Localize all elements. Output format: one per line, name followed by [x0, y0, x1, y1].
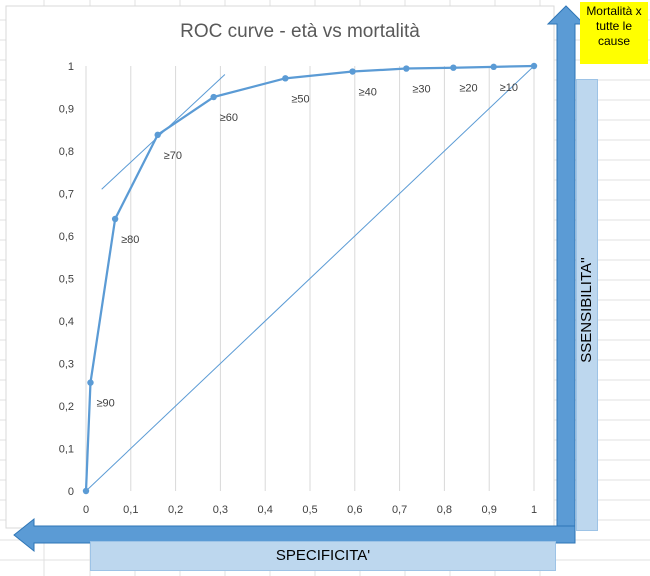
chart-area — [5, 5, 555, 529]
roc-point-label: ≥60 — [220, 112, 238, 124]
x-tick-label: 0,1 — [123, 504, 138, 516]
roc-series: ≥90 ≥80 ≥70 ≥60 ≥50 ≥40 ≥30 ≥20 ≥10 — [82, 62, 538, 495]
y-tick-label: 0,3 — [59, 359, 74, 371]
roc-point-label: ≥70 — [164, 150, 182, 162]
diagonal-reference-line — [85, 65, 535, 492]
x-tick-label: 0,2 — [168, 504, 183, 516]
x-tick-label: 0,6 — [347, 504, 362, 516]
roc-data-point — [282, 75, 289, 82]
y-tick-label: 0,8 — [59, 146, 74, 158]
roc-point-label: ≥90 — [96, 398, 114, 410]
roc-data-point — [154, 131, 161, 139]
roc-point-label: ≥50 — [291, 93, 309, 105]
x-tick-label: 0,5 — [302, 504, 317, 516]
roc-data-point — [349, 68, 356, 75]
chart-title: ROC curve - età vs mortalità — [180, 21, 420, 42]
roc-data-point — [490, 63, 497, 71]
roc-data-point — [82, 487, 90, 495]
roc-data-point — [450, 64, 457, 71]
x-tick-label: 0,4 — [258, 504, 273, 516]
roc-point-label: ≥20 — [459, 83, 477, 95]
y-tick-label: 0,9 — [59, 104, 74, 116]
sensitivity-label: SSENSIBILITA'' — [578, 257, 595, 363]
mortality-note: Mortalità x tutte le cause — [580, 2, 648, 64]
roc-data-point — [210, 93, 217, 101]
roc-point-label: ≥80 — [121, 234, 139, 246]
y-tick-label: 0 — [68, 486, 74, 498]
roc-point-label: ≥30 — [412, 84, 430, 96]
y-tick-label: 0,2 — [59, 401, 74, 413]
y-tick-label: 0,7 — [59, 189, 74, 201]
specificity-label-box — [90, 541, 556, 571]
y-tick-label: 0,1 — [59, 444, 74, 456]
x-tick-label: 1 — [531, 504, 537, 516]
x-tick-label: 0,7 — [392, 504, 407, 516]
y-tick-label: 0,4 — [59, 316, 74, 328]
sensitivity-label-box — [576, 79, 598, 531]
x-tick-label: 0,9 — [482, 504, 497, 516]
roc-data-point — [111, 215, 119, 223]
y-tick-label: 0,6 — [59, 231, 74, 243]
x-tick-label: 0,3 — [213, 504, 228, 516]
specificity-label: SPECIFICITA' — [275, 547, 371, 564]
axis-ticks: 0 0,1 0,2 0,3 0,4 0,5 0,6 0,7 0,8 0,9 1 0 0,1 0,2 0,3 0… — [59, 61, 537, 516]
chart-gridlines — [85, 66, 535, 491]
roc-data-point — [403, 65, 410, 72]
x-tick-label: 0,8 — [437, 504, 452, 516]
y-tick-label: 1 — [68, 61, 74, 73]
roc-data-point — [530, 62, 538, 70]
x-tick-label: 0 — [83, 504, 89, 516]
roc-point-label: ≥40 — [359, 87, 377, 99]
roc-point-label: ≥10 — [500, 82, 518, 94]
y-tick-label: 0,5 — [59, 274, 74, 286]
roc-data-point — [87, 379, 94, 386]
